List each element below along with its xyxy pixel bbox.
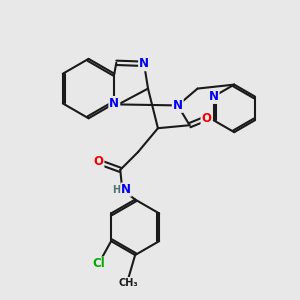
- Text: N: N: [139, 57, 149, 70]
- Text: O: O: [94, 155, 103, 168]
- Text: CH₃: CH₃: [118, 278, 138, 288]
- Text: O: O: [202, 112, 212, 125]
- Text: N: N: [173, 99, 183, 112]
- Text: N: N: [208, 90, 219, 103]
- Text: N: N: [121, 183, 131, 196]
- Text: Cl: Cl: [92, 257, 105, 270]
- Text: H: H: [112, 184, 120, 195]
- Text: N: N: [109, 97, 119, 110]
